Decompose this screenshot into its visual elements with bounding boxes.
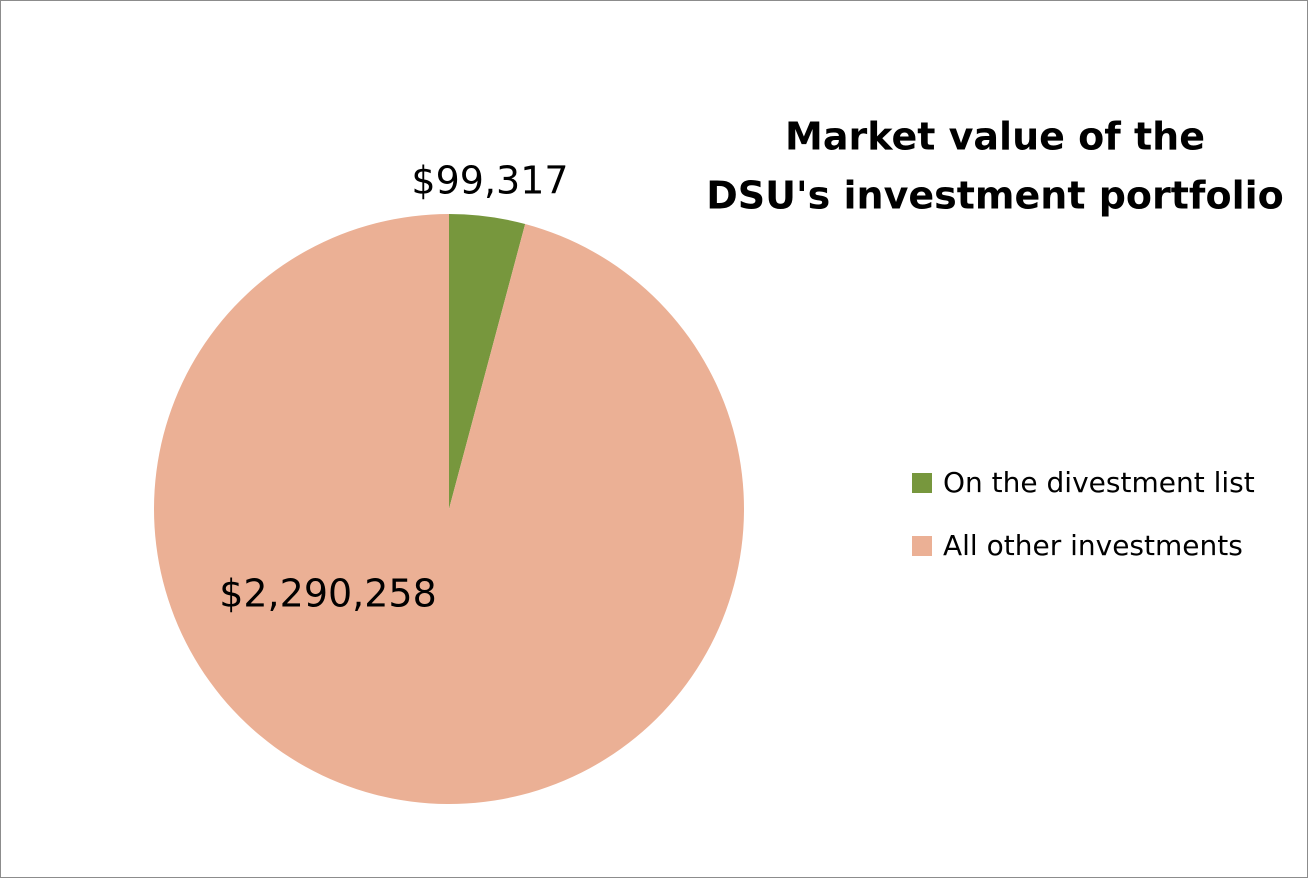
data-label: $2,290,258 — [219, 572, 437, 616]
pie-slice — [449, 214, 526, 509]
legend-swatch — [912, 473, 932, 493]
data-label: $99,317 — [411, 159, 568, 203]
chart-title: DSU's investment portfolio — [706, 174, 1283, 218]
pie-slice — [153, 214, 744, 804]
chart-title: Market value of the — [785, 115, 1205, 159]
legend-swatch — [912, 536, 932, 556]
legend-label: On the divestment list — [943, 466, 1255, 499]
legend-label: All other investments — [943, 529, 1243, 562]
